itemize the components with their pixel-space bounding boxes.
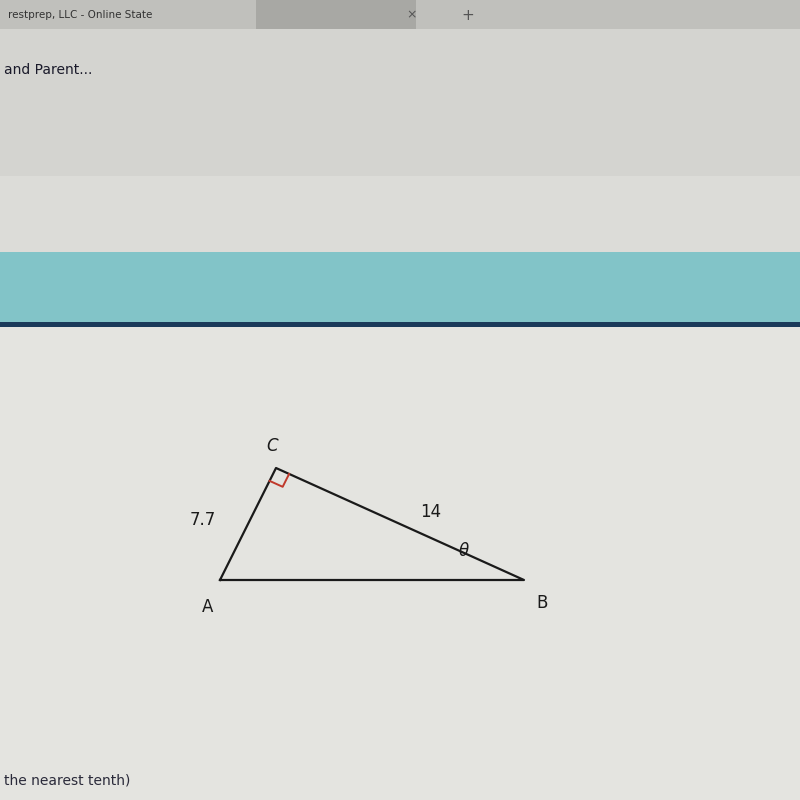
Text: ×: ×: [406, 9, 418, 22]
Bar: [0, 0, 800, 30]
Bar: [0, 322, 800, 327]
Bar: [0, 327, 800, 800]
Text: and Parent...: and Parent...: [4, 63, 92, 77]
Text: 7.7: 7.7: [190, 511, 216, 529]
Text: θ: θ: [459, 542, 469, 560]
Bar: [0, 252, 800, 322]
Bar: [0, 29, 800, 176]
Text: 14: 14: [420, 503, 441, 521]
Bar: [0, 176, 800, 252]
Text: A: A: [202, 598, 214, 616]
Bar: [256, 0, 416, 30]
Text: the nearest tenth): the nearest tenth): [4, 774, 130, 788]
Text: C: C: [266, 437, 278, 455]
Text: B: B: [536, 594, 547, 613]
Text: +: +: [462, 8, 474, 22]
Text: restprep, LLC - Online State: restprep, LLC - Online State: [8, 10, 152, 20]
